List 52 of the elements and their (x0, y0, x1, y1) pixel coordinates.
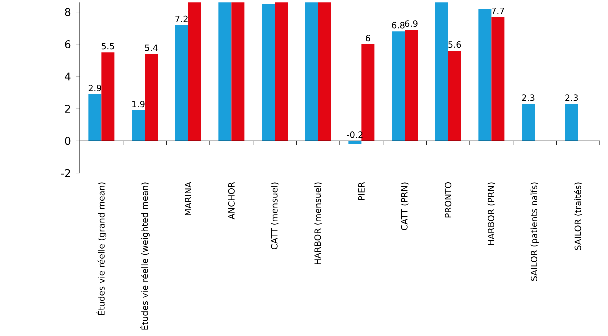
y-tick-label: 2 (65, 104, 70, 113)
bar (232, 2, 245, 142)
bar (188, 2, 202, 142)
data-label: 2.3 (566, 94, 578, 102)
bar (478, 9, 492, 142)
x-tick-label: SAILOR (patients naïfs) (530, 182, 540, 281)
bar (318, 2, 332, 142)
bar (435, 2, 448, 142)
bar (102, 52, 115, 142)
data-label: 5.5 (102, 43, 114, 50)
x-tick-label: MARINA (185, 182, 192, 216)
bar (88, 94, 102, 142)
bar (522, 104, 536, 142)
bar (218, 2, 232, 142)
y-tick-label: 4 (65, 72, 71, 81)
bar (362, 44, 375, 142)
y-tick-label: -2 (61, 169, 70, 178)
bar (275, 2, 288, 142)
data-label: 7.2 (176, 16, 188, 22)
x-tick-label: HARBOR (PRN) (488, 182, 496, 246)
x-tick-label: HARBOR (mensuel) (314, 182, 322, 264)
data-label: 1.9 (132, 101, 145, 108)
x-tick-label: CATT (mensuel) (271, 182, 279, 250)
x-tick-label: PRONTO (445, 182, 452, 218)
data-label: 6 (366, 35, 370, 42)
x-tick-label: CATT (PRN) (401, 182, 409, 230)
bar (262, 4, 275, 142)
bar (145, 54, 158, 142)
data-label: 2.9 (88, 84, 102, 92)
bar (175, 25, 188, 142)
bar (492, 17, 505, 142)
bar (448, 50, 462, 142)
bar (348, 141, 362, 144)
bar (305, 2, 318, 142)
x-tick-label: ANCHOR (228, 182, 235, 220)
data-label: 6.9 (405, 20, 418, 28)
y-tick-label: 0 (65, 137, 71, 146)
x-tick-label: SAILOR (traités) (574, 182, 582, 250)
data-label: 5.6 (448, 42, 462, 48)
data-label: 6.8 (392, 22, 405, 29)
y-tick-label: 6 (65, 40, 71, 49)
x-tick-label: Études vie réelle (weighted mean) (140, 182, 150, 330)
data-label: 2.3 (522, 94, 535, 102)
y-tick-label: 8 (65, 8, 71, 16)
bar (132, 110, 145, 142)
bar (565, 104, 578, 142)
x-tick-label: PIER (358, 182, 365, 200)
bar (405, 30, 418, 142)
x-tick-label: Études vie réelle (grand mean) (96, 182, 107, 316)
bar (392, 32, 406, 142)
data-label: 7.7 (492, 8, 504, 14)
data-label: 5.4 (145, 44, 158, 52)
